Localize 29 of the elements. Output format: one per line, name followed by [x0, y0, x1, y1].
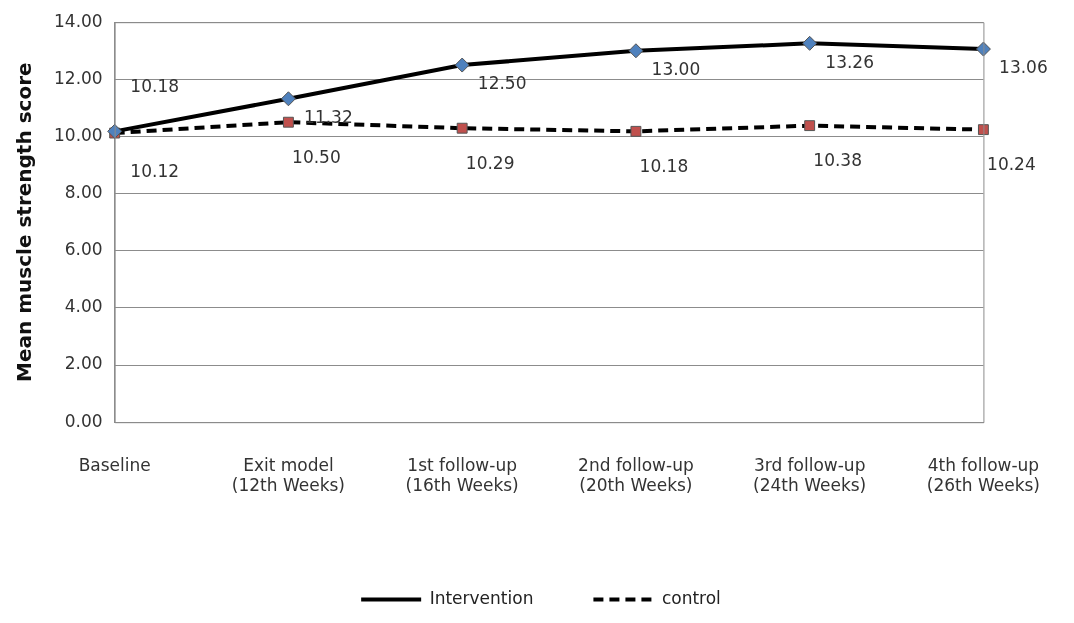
x-tick-label: Exit model (12th Weeks)	[231, 454, 346, 496]
data-label: 10.12	[130, 161, 179, 182]
y-tick-label: 14.00	[54, 10, 103, 31]
data-label: 10.18	[639, 155, 689, 176]
y-tick-label: 6.00	[64, 239, 103, 260]
data-label: 10.18	[130, 75, 179, 96]
data-label: 10.24	[987, 154, 1036, 175]
data-label: 13.06	[999, 57, 1048, 78]
y-axis-title: Mean muscle strength score	[12, 62, 37, 382]
y-tick-label: 2.00	[64, 353, 103, 374]
y-tick-label: 10.00	[54, 124, 103, 145]
x-tick-label: 2nd follow-up (20th Weeks)	[578, 454, 694, 496]
x-tick-label: 4th follow-up (26th Weeks)	[926, 454, 1041, 496]
data-label: 10.38	[813, 150, 862, 171]
y-tick-label: 8.00	[64, 182, 103, 203]
data-label: 12.50	[477, 73, 527, 94]
data-label: 11.32	[304, 107, 353, 128]
data-label: 10.29	[465, 152, 515, 173]
y-tick-label: 12.00	[54, 67, 103, 88]
x-tick-label: Baseline	[78, 454, 151, 475]
y-tick-label: 4.00	[64, 296, 103, 317]
data-label: 10.50	[292, 146, 341, 167]
x-tick-label: 3rd follow-up (24th Weeks)	[753, 454, 867, 496]
data-label: 13.26	[825, 51, 874, 72]
legend-label: control	[661, 587, 721, 608]
x-tick-label: 1st follow-up (16th Weeks)	[405, 454, 519, 496]
legend-label: Intervention	[429, 587, 534, 608]
data-label: 13.00	[651, 59, 701, 80]
y-tick-label: 0.00	[64, 410, 103, 431]
